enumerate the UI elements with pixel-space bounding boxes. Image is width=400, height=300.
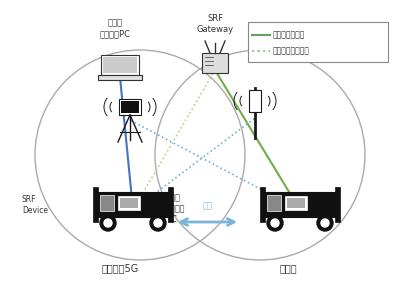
FancyBboxPatch shape: [260, 187, 265, 222]
FancyBboxPatch shape: [119, 99, 141, 115]
FancyBboxPatch shape: [98, 75, 142, 80]
FancyBboxPatch shape: [103, 57, 137, 73]
FancyBboxPatch shape: [168, 187, 173, 222]
Circle shape: [317, 215, 333, 231]
Circle shape: [104, 219, 112, 227]
FancyBboxPatch shape: [120, 198, 138, 208]
FancyBboxPatch shape: [285, 196, 307, 210]
FancyBboxPatch shape: [202, 53, 228, 73]
Text: データ
送受信用PC: データ 送受信用PC: [100, 18, 130, 38]
FancyBboxPatch shape: [265, 192, 335, 217]
FancyBboxPatch shape: [249, 90, 261, 112]
FancyBboxPatch shape: [98, 192, 168, 217]
Circle shape: [154, 219, 162, 227]
Circle shape: [267, 215, 283, 231]
Text: データ
送受信用
PC: データ 送受信用 PC: [167, 193, 186, 224]
FancyBboxPatch shape: [121, 101, 139, 113]
Circle shape: [321, 219, 329, 227]
Text: ローカル5G: ローカル5G: [101, 263, 139, 273]
FancyBboxPatch shape: [335, 187, 340, 222]
Text: SRF
Gateway: SRF Gateway: [196, 14, 234, 34]
FancyBboxPatch shape: [287, 198, 305, 208]
FancyBboxPatch shape: [100, 195, 114, 211]
Circle shape: [150, 215, 166, 231]
FancyBboxPatch shape: [118, 196, 140, 210]
FancyBboxPatch shape: [267, 195, 281, 211]
Text: データ送信経路: データ送信経路: [273, 31, 305, 40]
Circle shape: [100, 215, 116, 231]
FancyBboxPatch shape: [93, 187, 98, 222]
FancyBboxPatch shape: [101, 55, 139, 75]
FancyBboxPatch shape: [248, 22, 388, 62]
Circle shape: [271, 219, 279, 227]
Text: SRF
Device: SRF Device: [22, 195, 48, 215]
Text: 公衆網: 公衆網: [279, 263, 297, 273]
Text: バックアップ経路: バックアップ経路: [273, 46, 310, 56]
Text: 移動: 移動: [202, 201, 212, 210]
